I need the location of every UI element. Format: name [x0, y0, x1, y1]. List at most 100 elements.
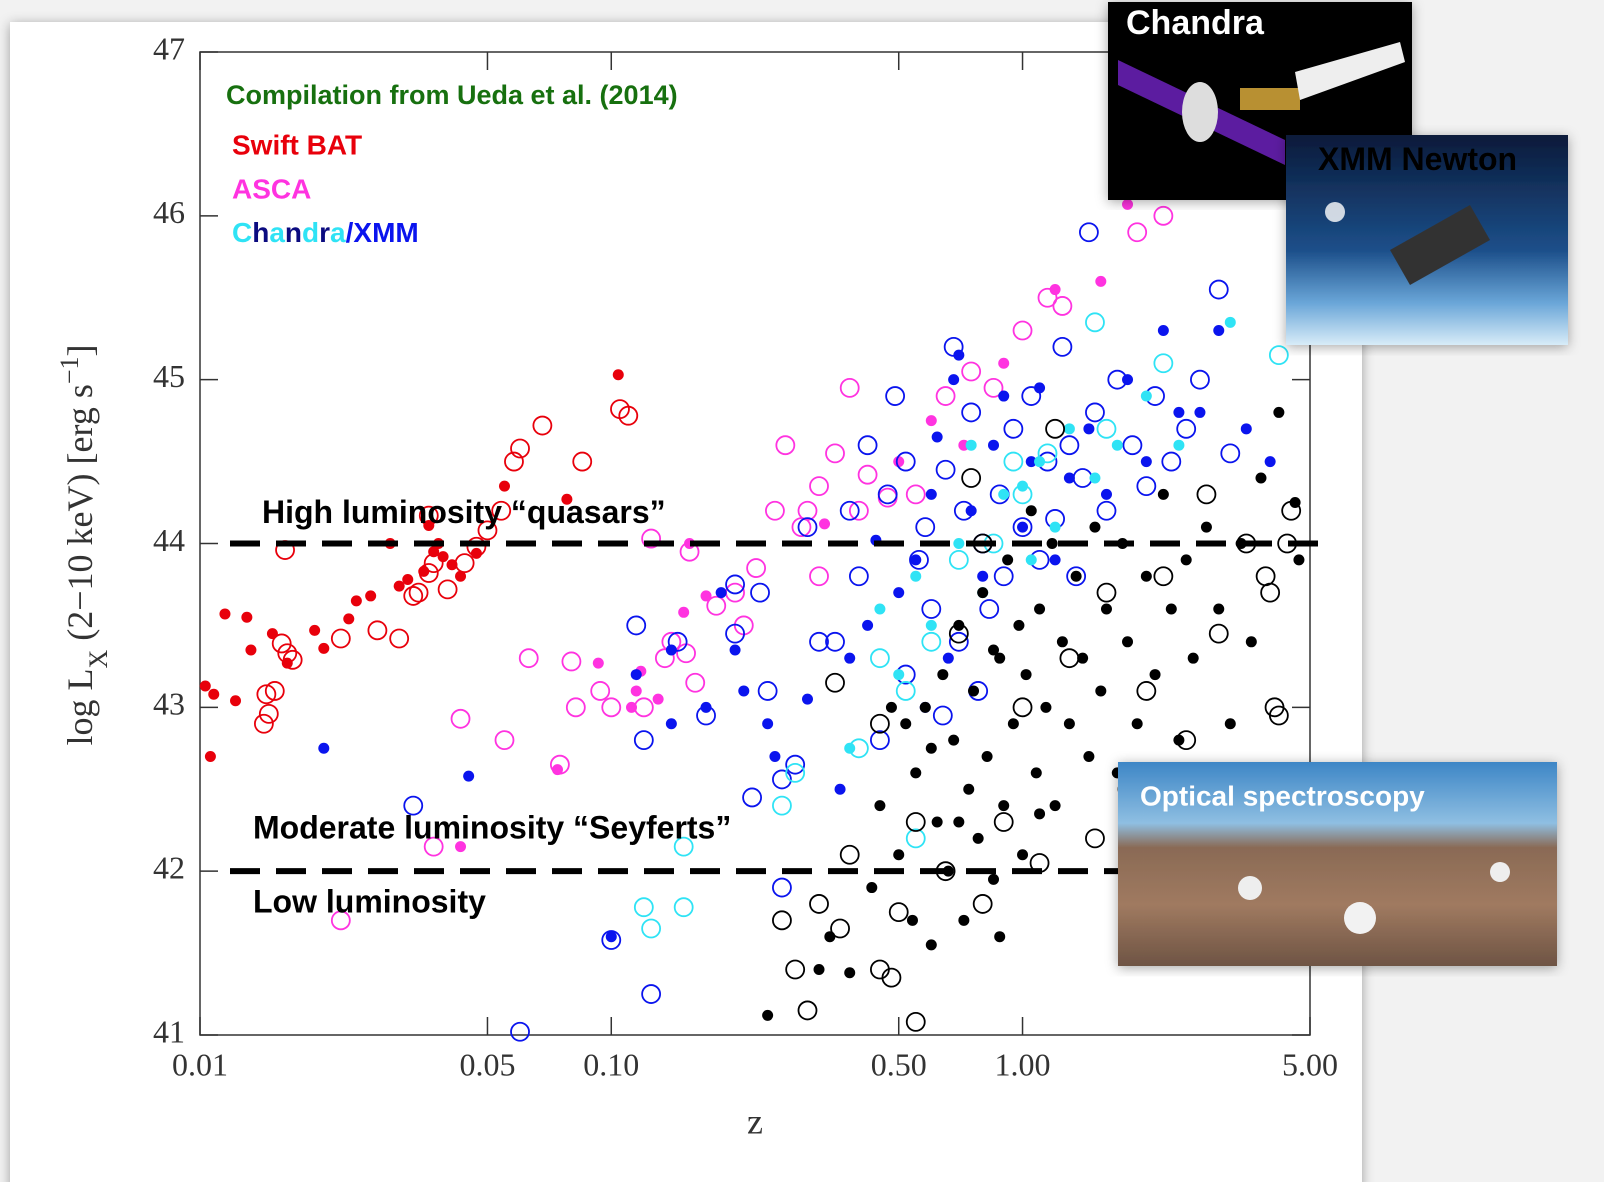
point — [549, 754, 570, 775]
point — [1122, 435, 1143, 456]
point — [1040, 701, 1052, 713]
panels: Chandra XMM Newton Optical spectroscopy — [1108, 2, 1568, 966]
point — [1260, 582, 1281, 603]
point — [948, 374, 960, 386]
y-tick-label: 45 — [153, 358, 185, 394]
point — [393, 580, 405, 592]
point — [819, 518, 831, 530]
point — [1100, 488, 1112, 500]
point — [1122, 636, 1134, 648]
point — [423, 553, 444, 574]
point — [762, 718, 774, 730]
point — [919, 701, 931, 713]
point — [893, 456, 905, 468]
point — [504, 451, 524, 472]
point — [961, 468, 982, 488]
point — [1049, 284, 1061, 296]
point — [888, 902, 909, 923]
point — [1190, 369, 1210, 390]
point — [510, 1021, 530, 1042]
point — [844, 967, 856, 979]
point — [925, 488, 937, 500]
point — [1157, 325, 1169, 337]
point — [961, 361, 982, 382]
point — [935, 386, 956, 406]
point — [948, 734, 960, 746]
point — [839, 500, 860, 521]
point — [365, 590, 377, 602]
point — [241, 611, 253, 623]
point — [1002, 554, 1014, 566]
point — [230, 695, 242, 707]
shroud — [1182, 82, 1218, 142]
point — [968, 685, 980, 697]
point — [403, 586, 424, 606]
legend-letter: r — [319, 217, 330, 248]
point — [738, 685, 750, 697]
point — [848, 566, 869, 587]
point — [1255, 472, 1267, 484]
point — [454, 553, 475, 574]
point — [1161, 451, 1182, 472]
point — [1111, 439, 1123, 451]
point — [1176, 418, 1197, 439]
point — [948, 631, 969, 652]
point — [909, 549, 929, 570]
point — [592, 657, 604, 669]
point — [942, 652, 954, 664]
point — [961, 402, 982, 423]
point — [641, 528, 662, 549]
panel-label: Optical spectroscopy — [1140, 780, 1425, 811]
point — [1240, 423, 1252, 435]
point — [813, 963, 825, 975]
point — [1268, 705, 1289, 726]
point — [1021, 386, 1042, 406]
point — [1140, 570, 1152, 582]
point — [870, 713, 890, 734]
point — [1096, 582, 1117, 603]
point — [466, 536, 487, 557]
point — [673, 836, 694, 857]
point — [834, 783, 846, 795]
point — [809, 631, 829, 652]
point — [1052, 336, 1073, 357]
point — [463, 770, 475, 782]
point — [258, 703, 279, 724]
sun — [1325, 202, 1345, 222]
point — [981, 750, 993, 762]
point — [561, 493, 573, 505]
point — [988, 873, 1000, 885]
point — [1049, 554, 1061, 566]
x-axis-label: z — [747, 1101, 763, 1141]
point — [1140, 456, 1152, 468]
point — [1052, 296, 1073, 316]
point — [921, 599, 942, 619]
point — [1017, 521, 1029, 533]
y-axis-label-part: −1 — [55, 356, 84, 384]
point — [565, 697, 586, 718]
point — [972, 832, 984, 844]
point — [809, 894, 829, 914]
point — [935, 459, 956, 480]
point — [518, 648, 539, 669]
point — [1007, 718, 1019, 730]
point — [1268, 345, 1289, 365]
point — [343, 613, 355, 625]
point — [318, 642, 330, 654]
point — [905, 484, 926, 505]
point — [757, 681, 778, 701]
point — [256, 684, 277, 705]
point — [633, 697, 654, 718]
point — [906, 914, 918, 926]
point — [925, 939, 937, 951]
point — [318, 742, 330, 754]
point — [510, 438, 530, 459]
point — [921, 631, 942, 652]
point — [977, 570, 989, 582]
point — [1136, 476, 1157, 497]
point — [1173, 406, 1185, 418]
point — [1003, 451, 1024, 472]
point — [700, 590, 712, 602]
point — [264, 681, 285, 701]
